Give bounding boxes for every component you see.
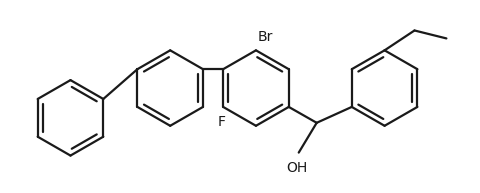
- Text: F: F: [217, 115, 225, 129]
- Text: OH: OH: [286, 161, 307, 174]
- Text: Br: Br: [258, 30, 273, 44]
